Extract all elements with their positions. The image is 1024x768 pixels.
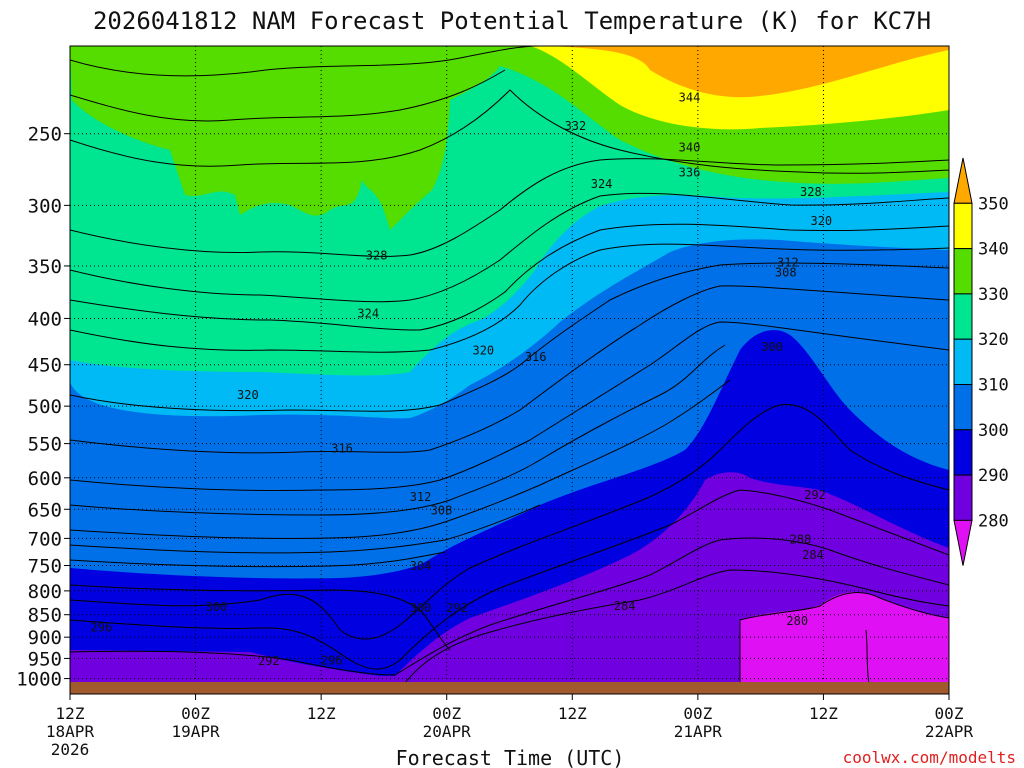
x-tick-label: 18APR bbox=[46, 722, 95, 741]
contour-label: 308 bbox=[775, 266, 797, 280]
contour-label: 344 bbox=[679, 91, 701, 105]
colorbar: 350 340 330 320 310 300 290 280 bbox=[953, 157, 1009, 566]
x-tick-label: 20APR bbox=[423, 722, 472, 741]
x-tick-label: 00Z bbox=[683, 704, 712, 723]
contour-label: 296 bbox=[321, 653, 343, 667]
credit-text: coolwx.com/modelts bbox=[843, 748, 1016, 767]
contour-label: 292 bbox=[258, 654, 280, 668]
x-tick-label: 22APR bbox=[925, 722, 974, 741]
contour-label: 336 bbox=[679, 166, 701, 180]
contour-label: 284 bbox=[614, 599, 636, 613]
contour-label: 312 bbox=[410, 490, 432, 504]
contour-label: 280 bbox=[786, 614, 808, 628]
contour-label: 320 bbox=[472, 344, 494, 358]
colorbar-label: 280 bbox=[978, 511, 1009, 531]
contour-label: 308 bbox=[431, 503, 453, 517]
x-tick-label: 21APR bbox=[674, 722, 723, 741]
y-tick-label: 350 bbox=[28, 256, 62, 278]
plot-frame bbox=[69, 45, 950, 695]
contour-label: 284 bbox=[802, 548, 824, 562]
y-tick-label: 600 bbox=[28, 468, 62, 490]
contour-label: 300 bbox=[761, 340, 783, 354]
band-cold-280 bbox=[740, 591, 949, 694]
y-tick-label: 800 bbox=[28, 581, 62, 603]
y-tick-label: 750 bbox=[28, 556, 62, 578]
contour-label: 288 bbox=[790, 533, 812, 547]
colorbar-cell bbox=[953, 202, 973, 250]
x-tick-label: 00Z bbox=[935, 704, 964, 723]
plot-area bbox=[70, 46, 949, 694]
gridlines bbox=[70, 46, 949, 694]
y-tick-label: 250 bbox=[28, 124, 62, 146]
y-tick-label: 400 bbox=[28, 308, 62, 330]
y-tick-label: 850 bbox=[28, 605, 62, 627]
colorbar-cell bbox=[953, 519, 973, 566]
colorbar-cell bbox=[953, 248, 973, 295]
contour-label: 316 bbox=[331, 442, 353, 456]
colorbar-label: 330 bbox=[978, 285, 1009, 305]
x-tick-label: 12Z bbox=[307, 704, 336, 723]
terrain-strip bbox=[70, 682, 949, 694]
y-tick-label: 1000 bbox=[16, 669, 62, 691]
contour-label: 304 bbox=[410, 559, 432, 573]
colorbar-label: 300 bbox=[978, 421, 1009, 441]
y-tick-label: 900 bbox=[28, 627, 62, 649]
x-tick-label: 2026 bbox=[51, 740, 90, 759]
contour-label: 320 bbox=[810, 214, 832, 228]
y-tick-label: 500 bbox=[28, 396, 62, 418]
contour-label: 320 bbox=[237, 388, 259, 402]
y-tick-label: 700 bbox=[28, 528, 62, 550]
contour-label: 292 bbox=[804, 488, 826, 502]
colorbar-label: 320 bbox=[978, 330, 1009, 350]
colorbar-cell bbox=[953, 429, 973, 476]
contour-label: 324 bbox=[591, 177, 613, 191]
colorbar-cell bbox=[953, 474, 973, 521]
band-280 bbox=[70, 472, 949, 694]
contour-label: 296 bbox=[91, 620, 113, 634]
contour-label: 292 bbox=[446, 601, 468, 615]
colorbar-label: 340 bbox=[978, 240, 1009, 260]
colorbar-cell bbox=[953, 384, 973, 431]
x-tick-label: 00Z bbox=[181, 704, 210, 723]
x-tick-label: 19APR bbox=[171, 722, 220, 741]
contour-label: 332 bbox=[565, 119, 587, 133]
y-tick-label: 300 bbox=[28, 195, 62, 217]
x-axis-label: Forecast Time (UTC) bbox=[396, 746, 625, 768]
y-tick-label: 650 bbox=[28, 499, 62, 521]
contour-label: 316 bbox=[525, 350, 547, 364]
colorbar-label: 310 bbox=[978, 376, 1009, 396]
x-tick-label: 12Z bbox=[809, 704, 838, 723]
x-tick-label: 00Z bbox=[432, 704, 461, 723]
contour-label: 300 bbox=[206, 600, 228, 614]
y-tick-label: 950 bbox=[28, 648, 62, 670]
y-tick-label: 550 bbox=[28, 434, 62, 456]
colorbar-label: 290 bbox=[978, 466, 1009, 486]
contour-label: 328 bbox=[800, 185, 822, 199]
colorbar-label: 350 bbox=[978, 194, 1009, 214]
colorbar-cell bbox=[953, 157, 973, 204]
x-tick-label: 12Z bbox=[558, 704, 587, 723]
contour-label: 340 bbox=[679, 141, 701, 155]
colorbar-cell bbox=[953, 293, 973, 340]
contour-label: 324 bbox=[357, 306, 379, 320]
y-tick-label: 450 bbox=[28, 355, 62, 377]
contour-lines bbox=[70, 46, 949, 691]
chart-title: 2026041812 NAM Forecast Potential Temper… bbox=[93, 7, 931, 35]
colorbar-cell bbox=[953, 338, 973, 386]
x-tick-label: 12Z bbox=[56, 704, 85, 723]
contour-label: 328 bbox=[366, 249, 388, 263]
y-axis: 2503003504004505005506006507007508008509… bbox=[16, 124, 70, 691]
contour-label: 300 bbox=[410, 601, 432, 615]
contour-label: 312 bbox=[777, 256, 799, 270]
